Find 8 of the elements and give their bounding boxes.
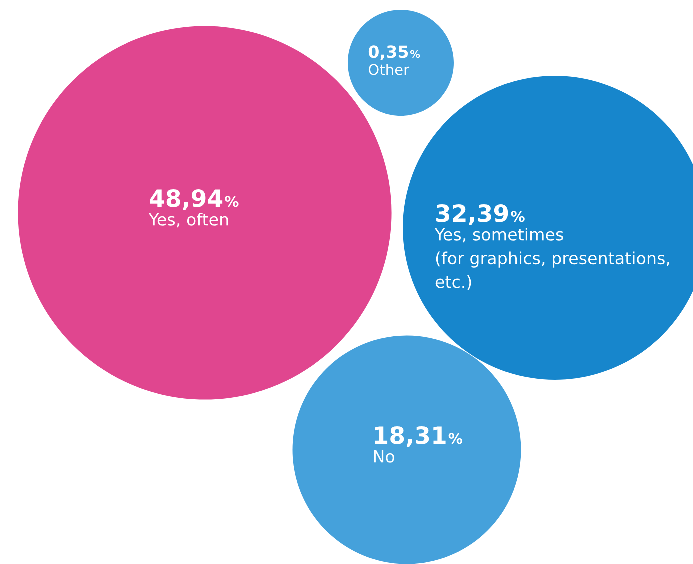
- category-label: Other: [368, 64, 410, 76]
- data-label: 0,35%: [368, 46, 420, 60]
- data-label: 18,31%: [375, 426, 463, 448]
- category-label: No: [374, 450, 394, 463]
- category-label: Yes, often: [148, 213, 228, 228]
- data-label: 48,94%: [150, 189, 239, 210]
- data-label: 32,39%: [436, 204, 525, 226]
- category-label: Yes, sometimes (for graphics, presentations, etc.): [434, 228, 670, 290]
